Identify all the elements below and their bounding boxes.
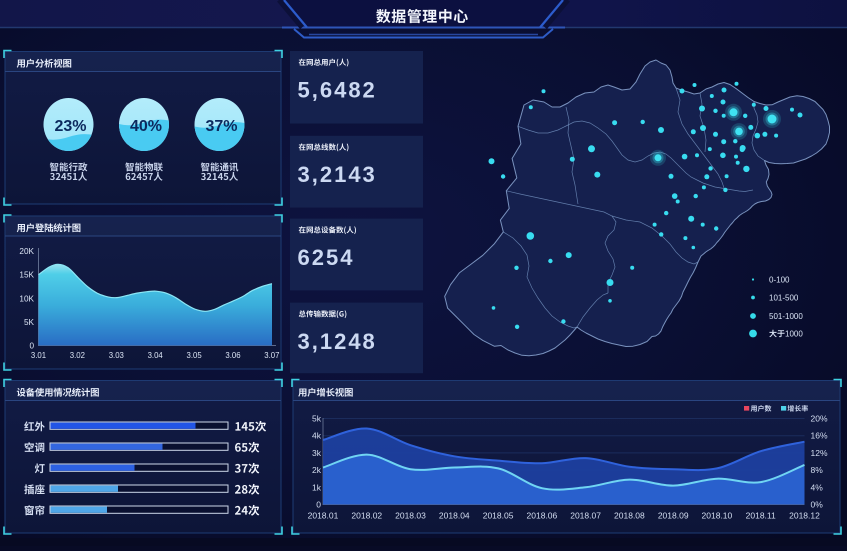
svg-text:3,2143: 3,2143 (298, 162, 377, 187)
svg-text:2018.04: 2018.04 (439, 511, 470, 521)
svg-text:2018.08: 2018.08 (614, 511, 645, 521)
svg-text:2k: 2k (312, 465, 322, 475)
svg-text:12%: 12% (811, 448, 828, 458)
svg-text:4k: 4k (312, 431, 322, 441)
svg-text:2018.12: 2018.12 (789, 511, 820, 521)
svg-text:1k: 1k (312, 482, 322, 492)
svg-text:3.01: 3.01 (31, 351, 46, 360)
svg-text:10K: 10K (19, 294, 34, 303)
svg-text:5K: 5K (24, 318, 35, 327)
svg-text:3.05: 3.05 (187, 351, 203, 360)
svg-text:3k: 3k (312, 448, 322, 458)
svg-text:2018.06: 2018.06 (527, 511, 558, 521)
svg-text:2018.10: 2018.10 (702, 511, 733, 521)
svg-text:0-100: 0-100 (769, 276, 790, 285)
svg-text:0: 0 (29, 342, 34, 351)
svg-text:20%: 20% (811, 414, 828, 424)
svg-text:20K: 20K (19, 247, 34, 256)
svg-text:2018.01: 2018.01 (308, 511, 339, 521)
svg-text:3.04: 3.04 (148, 351, 164, 360)
svg-text:101-500: 101-500 (769, 294, 799, 303)
svg-text:4%: 4% (811, 482, 824, 492)
svg-text:2018.11: 2018.11 (746, 511, 776, 521)
svg-text:3.07: 3.07 (264, 351, 279, 360)
svg-text:501-1000: 501-1000 (769, 312, 803, 321)
svg-text:6254: 6254 (298, 245, 355, 270)
svg-text:8%: 8% (811, 465, 824, 475)
svg-text:15K: 15K (19, 271, 34, 280)
svg-text:2018.02: 2018.02 (351, 511, 382, 521)
svg-text:2018.05: 2018.05 (483, 511, 514, 521)
svg-text:5,6482: 5,6482 (298, 77, 377, 102)
svg-text:2018.07: 2018.07 (570, 511, 601, 521)
svg-text:40%: 40% (130, 118, 162, 135)
svg-text:3,1248: 3,1248 (298, 329, 377, 354)
svg-text:0: 0 (316, 500, 321, 510)
svg-text:3.02: 3.02 (70, 351, 85, 360)
svg-text:3.06: 3.06 (225, 351, 240, 360)
svg-text:16%: 16% (811, 431, 828, 441)
svg-text:5k: 5k (312, 414, 322, 424)
svg-text:37%: 37% (205, 118, 237, 135)
svg-text:2018.03: 2018.03 (395, 511, 426, 521)
svg-text:23%: 23% (54, 118, 86, 135)
svg-text:2018.09: 2018.09 (658, 511, 689, 521)
svg-text:3.03: 3.03 (109, 351, 124, 360)
svg-text:0%: 0% (811, 500, 824, 510)
svg-text:1000: 1000 (785, 330, 803, 339)
